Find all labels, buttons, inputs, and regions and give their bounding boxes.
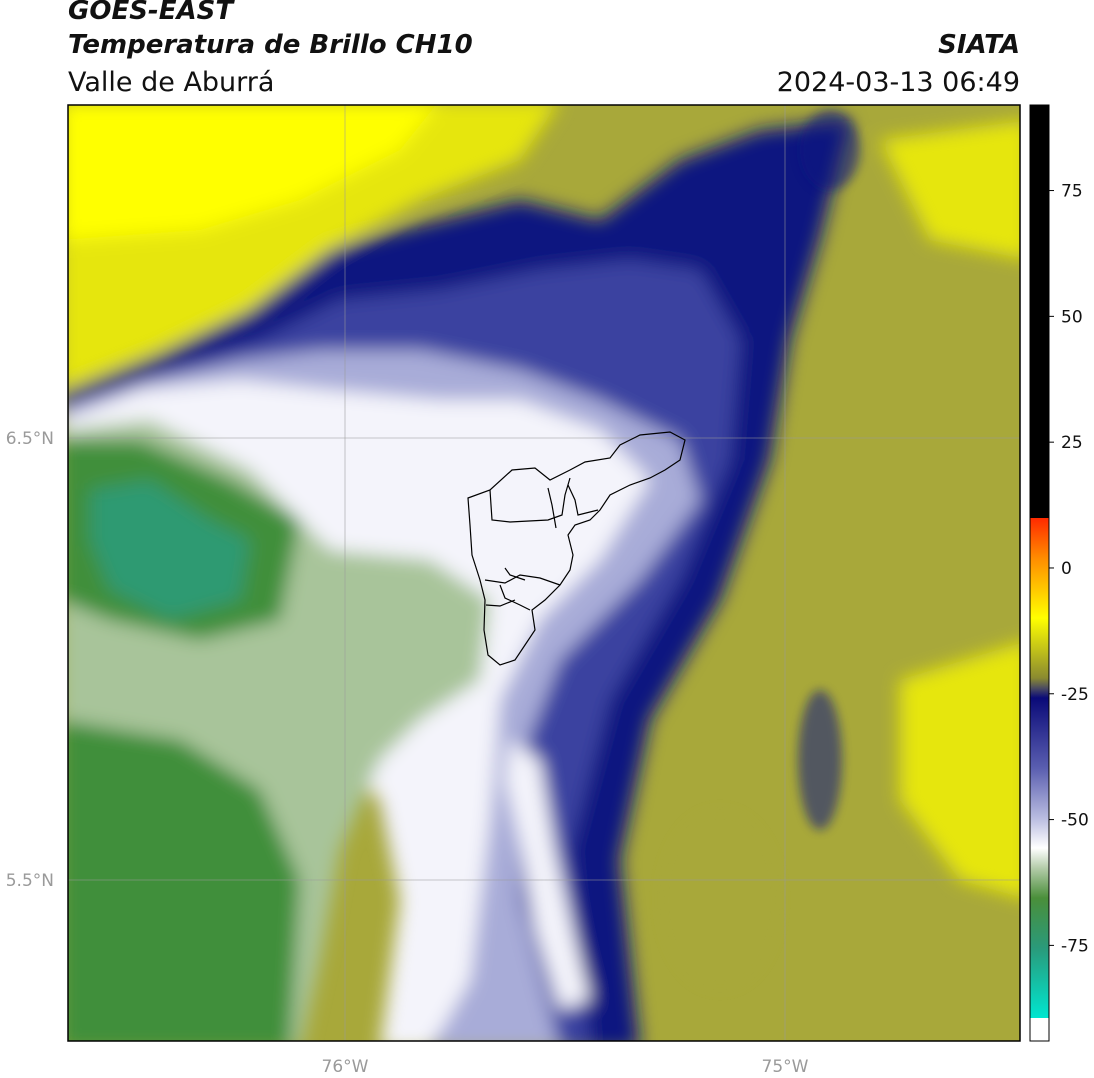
region-label: Valle de Aburrá <box>68 67 275 98</box>
aburra-valley-boundaries <box>467 431 686 666</box>
lat-tick-label: 6.5°N <box>6 429 54 449</box>
product-title: Temperatura de Brillo CH10 <box>68 30 473 60</box>
colorbar-tick-label: 50 <box>1061 307 1083 327</box>
satellite-title: GOES-EAST <box>68 0 234 26</box>
colorbar-tick-label: -75 <box>1061 936 1089 956</box>
map-frame <box>67 104 1021 1042</box>
agency-label: SIATA <box>938 30 1020 60</box>
navy-streak-east <box>798 690 842 830</box>
colorbar-ticks: 75 50 25 0 -25 -50 -75 <box>1049 182 1089 956</box>
colorbar-gradient <box>1030 518 1049 1018</box>
yellow-east-north <box>880 121 1020 258</box>
brightness-temperature-field <box>68 105 1020 1041</box>
colorbar-warm-black-segment <box>1030 105 1049 518</box>
colorbar: 75 50 25 0 -25 -50 -75 <box>1029 104 1089 1042</box>
municipality-outline-north <box>467 431 686 666</box>
axis-labels: 6.5°N 5.5°N 76°W 75°W <box>6 429 809 1077</box>
colorbar-tick-label: 75 <box>1061 182 1083 202</box>
white-ribbon-south <box>505 740 590 1010</box>
gridlines <box>68 105 1020 1041</box>
lon-tick-label: 75°W <box>762 1057 809 1077</box>
municipality-divider-4 <box>484 574 561 586</box>
municipality-divider-3 <box>567 484 599 516</box>
datetime-label: 2024-03-13 06:49 <box>776 67 1020 98</box>
lat-tick-label: 5.5°N <box>6 871 54 891</box>
colorbar-tick-label: -25 <box>1061 685 1089 705</box>
municipality-divider-6 <box>485 599 516 607</box>
green-southwest <box>68 721 300 1041</box>
bright-yellow-core <box>68 105 436 240</box>
colorbar-tick-label: 25 <box>1061 433 1083 453</box>
teal-coldest-core <box>90 480 250 620</box>
yellow-east-band <box>900 643 1020 898</box>
colorbar-frame <box>1029 104 1050 1042</box>
olive-patch <box>660 810 780 990</box>
navy-streak-north <box>800 110 860 190</box>
colorbar-under-swatch <box>1030 1018 1049 1041</box>
colorbar-tick-label: -50 <box>1061 811 1089 831</box>
municipality-divider-1 <box>489 477 571 523</box>
lon-tick-label: 76°W <box>322 1057 369 1077</box>
colorbar-tick-label: 0 <box>1061 559 1072 579</box>
municipality-divider-2 <box>547 487 557 529</box>
municipality-divider-7 <box>504 567 526 581</box>
